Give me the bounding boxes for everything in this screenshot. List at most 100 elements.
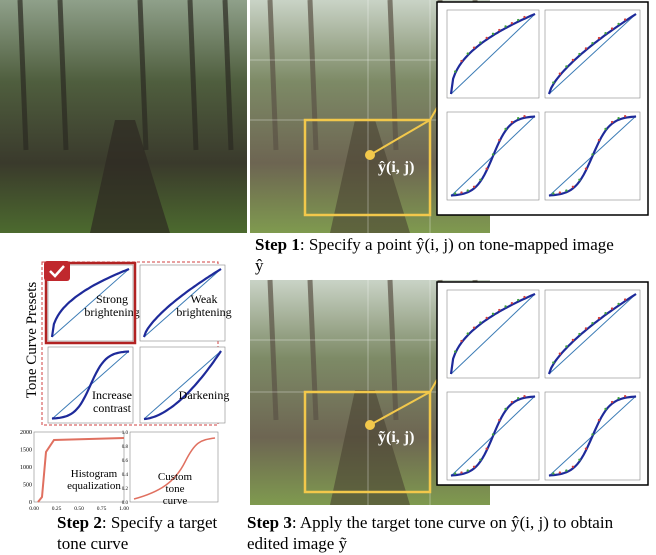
y-tick-label: 1000 (20, 465, 32, 471)
sample-dot (511, 121, 513, 123)
sample-dot (611, 307, 613, 309)
sample-dot (454, 192, 456, 194)
sample-dot (598, 317, 600, 319)
sample-dot (467, 332, 469, 334)
sample-dot (591, 322, 593, 324)
y-tick-label: 1500 (20, 448, 32, 454)
sample-dot (523, 296, 525, 298)
check-badge (44, 261, 70, 281)
figure: ŷ(i, j) ỹ(i, j) Tone Curve Presets Stron… (0, 0, 656, 555)
point (365, 420, 375, 430)
sample-dot (523, 115, 525, 117)
y-tick-label: 2000 (20, 430, 32, 436)
sample-dot (486, 168, 488, 170)
sample-dot (523, 16, 525, 18)
step-caption: Step 3: Apply the target tone curve on ŷ… (247, 512, 647, 554)
y-tick-label: 1.0 (122, 431, 129, 436)
sample-dot (578, 179, 580, 181)
sample-dot (617, 23, 619, 25)
x-tick-label: 0.00 (29, 506, 39, 512)
sample-dot (460, 191, 462, 193)
sample-dot (454, 350, 456, 352)
sample-dot (479, 321, 481, 323)
sample-dot (559, 73, 561, 75)
sample-dot (473, 186, 475, 188)
sample-dot (492, 33, 494, 35)
sample-dot (624, 18, 626, 20)
sample-dot (504, 408, 506, 410)
sample-dot (565, 65, 567, 67)
sample-dot (498, 419, 500, 421)
y-tick-label: 0.4 (122, 473, 129, 478)
sample-dot (585, 327, 587, 329)
sample-dot (598, 139, 600, 141)
sample-dot (572, 59, 574, 61)
sample-dot (552, 192, 554, 194)
sample-dot (479, 179, 481, 181)
y-tick-label: 500 (23, 483, 32, 489)
sample-dot (511, 401, 513, 403)
sample-dot (598, 419, 600, 421)
sample-dot (604, 312, 606, 314)
sample-dot (486, 317, 488, 319)
sample-dot (572, 186, 574, 188)
sample-dot (504, 305, 506, 307)
sample-dot (565, 469, 567, 471)
sample-dot (559, 471, 561, 473)
sample-dot (617, 303, 619, 305)
sample-dot (517, 397, 519, 399)
sample-dot (578, 53, 580, 55)
custom-label: Histogramequalization (67, 468, 121, 492)
presets-title: Tone Curve Presets (24, 282, 40, 399)
point (365, 150, 375, 160)
step-label: Step 2 (57, 513, 102, 532)
sample-dot (492, 433, 494, 435)
sample-dot (498, 309, 500, 311)
point-label: ỹ(i, j) (378, 429, 414, 446)
sample-dot (479, 459, 481, 461)
sample-dot (552, 472, 554, 474)
step-caption: Step 1: Specify a point ŷ(i, j) on tone-… (255, 234, 625, 276)
sample-dot (498, 29, 500, 31)
step-text: : Specify a point ŷ(i, j) on tone-mapped… (255, 235, 614, 275)
sample-dot (473, 46, 475, 48)
sample-dot (473, 466, 475, 468)
sample-dot (552, 361, 554, 363)
sample-dot (624, 298, 626, 300)
sample-dot (492, 153, 494, 155)
sample-dot (486, 37, 488, 39)
sample-dot (572, 339, 574, 341)
sample-dot (467, 52, 469, 54)
sample-dot (454, 472, 456, 474)
sample-dot (517, 117, 519, 119)
sample-dot (591, 42, 593, 44)
sample-dot (611, 27, 613, 29)
sample-dot (572, 466, 574, 468)
step-text: : Apply the target tone curve on ŷ(i, j)… (247, 513, 613, 553)
sample-dot (611, 401, 613, 403)
sample-dot (604, 128, 606, 130)
sample-dot (460, 340, 462, 342)
sample-dot (624, 395, 626, 397)
sample-dot (604, 32, 606, 34)
sample-dot (454, 70, 456, 72)
sample-dot (624, 115, 626, 117)
sample-dot (604, 408, 606, 410)
sample-dot (460, 471, 462, 473)
sample-dot (504, 128, 506, 130)
sample-dot (578, 459, 580, 461)
sample-dot (565, 345, 567, 347)
y-tick-label: 0.0 (122, 501, 129, 506)
y-tick-label: 0.2 (122, 487, 129, 492)
sample-dot (559, 353, 561, 355)
y-tick-label: 0.6 (122, 459, 129, 464)
sample-dot (617, 397, 619, 399)
sample-dot (552, 81, 554, 83)
sample-dot (585, 47, 587, 49)
sample-dot (591, 433, 593, 435)
y-tick-label: 0.8 (122, 445, 129, 450)
sample-dot (473, 326, 475, 328)
sample-dot (591, 153, 593, 155)
sample-dot (467, 189, 469, 191)
